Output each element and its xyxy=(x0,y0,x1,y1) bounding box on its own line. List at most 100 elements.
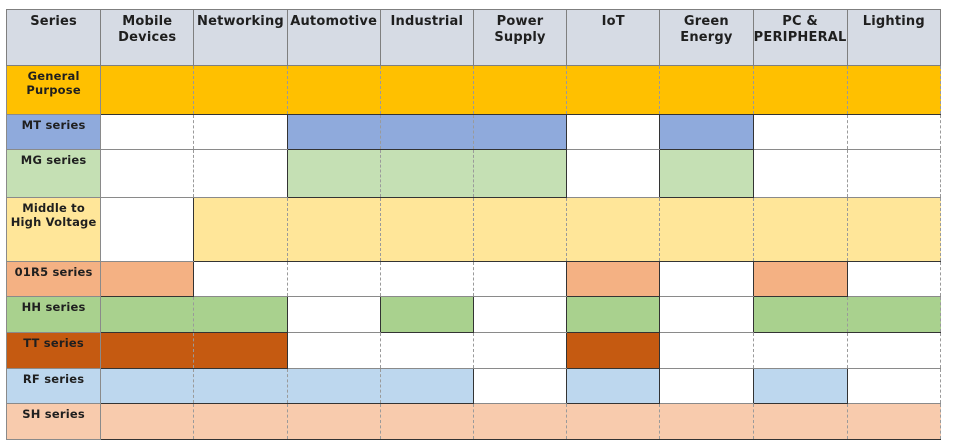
cell-sh-series-power-supply xyxy=(472,403,568,440)
cell-01r5-series-power-supply xyxy=(472,261,568,297)
cell-mt-series-mobile-devices xyxy=(100,114,195,150)
row-rf-series: RF series xyxy=(5,368,942,404)
cell-tt-series-pc-peripheral xyxy=(752,332,848,369)
header-industrial: Industrial xyxy=(379,9,474,66)
cell-hh-series-industrial xyxy=(379,296,474,333)
cell-mg-series-power-supply xyxy=(472,149,568,198)
cell-mg-series-mobile-devices xyxy=(100,149,195,198)
cell-sh-series-automotive xyxy=(286,403,381,440)
cell-tt-series-green-energy xyxy=(659,332,754,369)
row-label-hh-series: HH series xyxy=(5,296,102,333)
cell-01r5-series-iot xyxy=(566,261,661,297)
row-label-middle-to-high-voltage: Middle to High Voltage xyxy=(5,197,102,262)
cell-tt-series-mobile-devices xyxy=(100,332,195,369)
cell-rf-series-pc-peripheral xyxy=(752,368,848,404)
cell-rf-series-iot xyxy=(566,368,661,404)
cell-hh-series-lighting xyxy=(846,296,942,333)
cell-sh-series-mobile-devices xyxy=(100,403,195,440)
cell-mt-series-lighting xyxy=(846,114,942,150)
cell-mt-series-networking xyxy=(193,114,288,150)
row-label-tt-series: TT series xyxy=(5,332,102,369)
cell-rf-series-lighting xyxy=(846,368,942,404)
cell-tt-series-industrial xyxy=(379,332,474,369)
cell-sh-series-industrial xyxy=(379,403,474,440)
cell-middle-to-high-voltage-industrial xyxy=(379,197,474,262)
header-networking: Networking xyxy=(193,9,288,66)
cell-01r5-series-automotive xyxy=(286,261,381,297)
row-label-sh-series: SH series xyxy=(5,403,102,440)
cell-rf-series-mobile-devices xyxy=(100,368,195,404)
row-tt-series: TT series xyxy=(5,332,942,369)
cell-tt-series-power-supply xyxy=(472,332,568,369)
cell-sh-series-iot xyxy=(566,403,661,440)
cell-hh-series-green-energy xyxy=(659,296,754,333)
cell-mg-series-pc-peripheral xyxy=(752,149,848,198)
header-green-energy: Green Energy xyxy=(659,9,754,66)
cell-sh-series-pc-peripheral xyxy=(752,403,848,440)
cell-01r5-series-lighting xyxy=(846,261,942,297)
row-label-mg-series: MG series xyxy=(5,149,102,198)
cell-mg-series-industrial xyxy=(379,149,474,198)
header-series: Series xyxy=(5,9,102,66)
header-iot: IoT xyxy=(566,9,661,66)
row-label-rf-series: RF series xyxy=(5,368,102,404)
cell-mg-series-networking xyxy=(193,149,288,198)
cell-middle-to-high-voltage-lighting xyxy=(846,197,942,262)
row-hh-series: HH series xyxy=(5,296,942,333)
cell-general-purpose-lighting xyxy=(846,65,942,115)
cell-mg-series-iot xyxy=(566,149,661,198)
row-mt-series: MT series xyxy=(5,114,942,150)
cell-middle-to-high-voltage-automotive xyxy=(286,197,381,262)
cell-mt-series-industrial xyxy=(379,114,474,150)
cell-general-purpose-automotive xyxy=(286,65,381,115)
cell-middle-to-high-voltage-iot xyxy=(566,197,661,262)
cell-01r5-series-pc-peripheral xyxy=(752,261,848,297)
cell-middle-to-high-voltage-pc-peripheral xyxy=(752,197,848,262)
cell-01r5-series-green-energy xyxy=(659,261,754,297)
cell-hh-series-automotive xyxy=(286,296,381,333)
cell-tt-series-iot xyxy=(566,332,661,369)
cell-general-purpose-networking xyxy=(193,65,288,115)
header-automotive: Automotive xyxy=(286,9,381,66)
series-application-matrix: Series Mobile Devices Networking Automot… xyxy=(5,9,942,440)
cell-mg-series-green-energy xyxy=(659,149,754,198)
cell-general-purpose-power-supply xyxy=(472,65,568,115)
cell-tt-series-lighting xyxy=(846,332,942,369)
cell-hh-series-pc-peripheral xyxy=(752,296,848,333)
row-01r5-series: 01R5 series xyxy=(5,261,942,297)
cell-middle-to-high-voltage-green-energy xyxy=(659,197,754,262)
cell-mt-series-iot xyxy=(566,114,661,150)
cell-general-purpose-iot xyxy=(566,65,661,115)
cell-01r5-series-industrial xyxy=(379,261,474,297)
cell-rf-series-power-supply xyxy=(472,368,568,404)
cell-middle-to-high-voltage-power-supply xyxy=(472,197,568,262)
header-pc-peripheral: PC & PERIPHERAL xyxy=(752,9,848,66)
cell-tt-series-automotive xyxy=(286,332,381,369)
cell-rf-series-green-energy xyxy=(659,368,754,404)
header-mobile-devices: Mobile Devices xyxy=(100,9,195,66)
header-lighting: Lighting xyxy=(846,9,942,66)
cell-sh-series-lighting xyxy=(846,403,942,440)
cell-rf-series-automotive xyxy=(286,368,381,404)
header-power-supply: Power Supply xyxy=(472,9,568,66)
cell-general-purpose-pc-peripheral xyxy=(752,65,848,115)
cell-general-purpose-green-energy xyxy=(659,65,754,115)
cell-mg-series-automotive xyxy=(286,149,381,198)
cell-hh-series-mobile-devices xyxy=(100,296,195,333)
row-label-general-purpose: General Purpose xyxy=(5,65,102,115)
cell-hh-series-networking xyxy=(193,296,288,333)
header-row: Series Mobile Devices Networking Automot… xyxy=(5,9,942,66)
row-general-purpose: General Purpose xyxy=(5,65,942,115)
matrix-body: General Purpose MT series MG series Middle … xyxy=(5,65,942,440)
cell-general-purpose-industrial xyxy=(379,65,474,115)
row-sh-series: SH series xyxy=(5,403,942,440)
cell-sh-series-networking xyxy=(193,403,288,440)
cell-01r5-series-networking xyxy=(193,261,288,297)
cell-hh-series-power-supply xyxy=(472,296,568,333)
cell-mt-series-automotive xyxy=(286,114,381,150)
cell-middle-to-high-voltage-mobile-devices xyxy=(100,197,195,262)
cell-general-purpose-mobile-devices xyxy=(100,65,195,115)
row-middle-to-high-voltage: Middle to High Voltage xyxy=(5,197,942,262)
cell-mt-series-power-supply xyxy=(472,114,568,150)
row-label-mt-series: MT series xyxy=(5,114,102,150)
